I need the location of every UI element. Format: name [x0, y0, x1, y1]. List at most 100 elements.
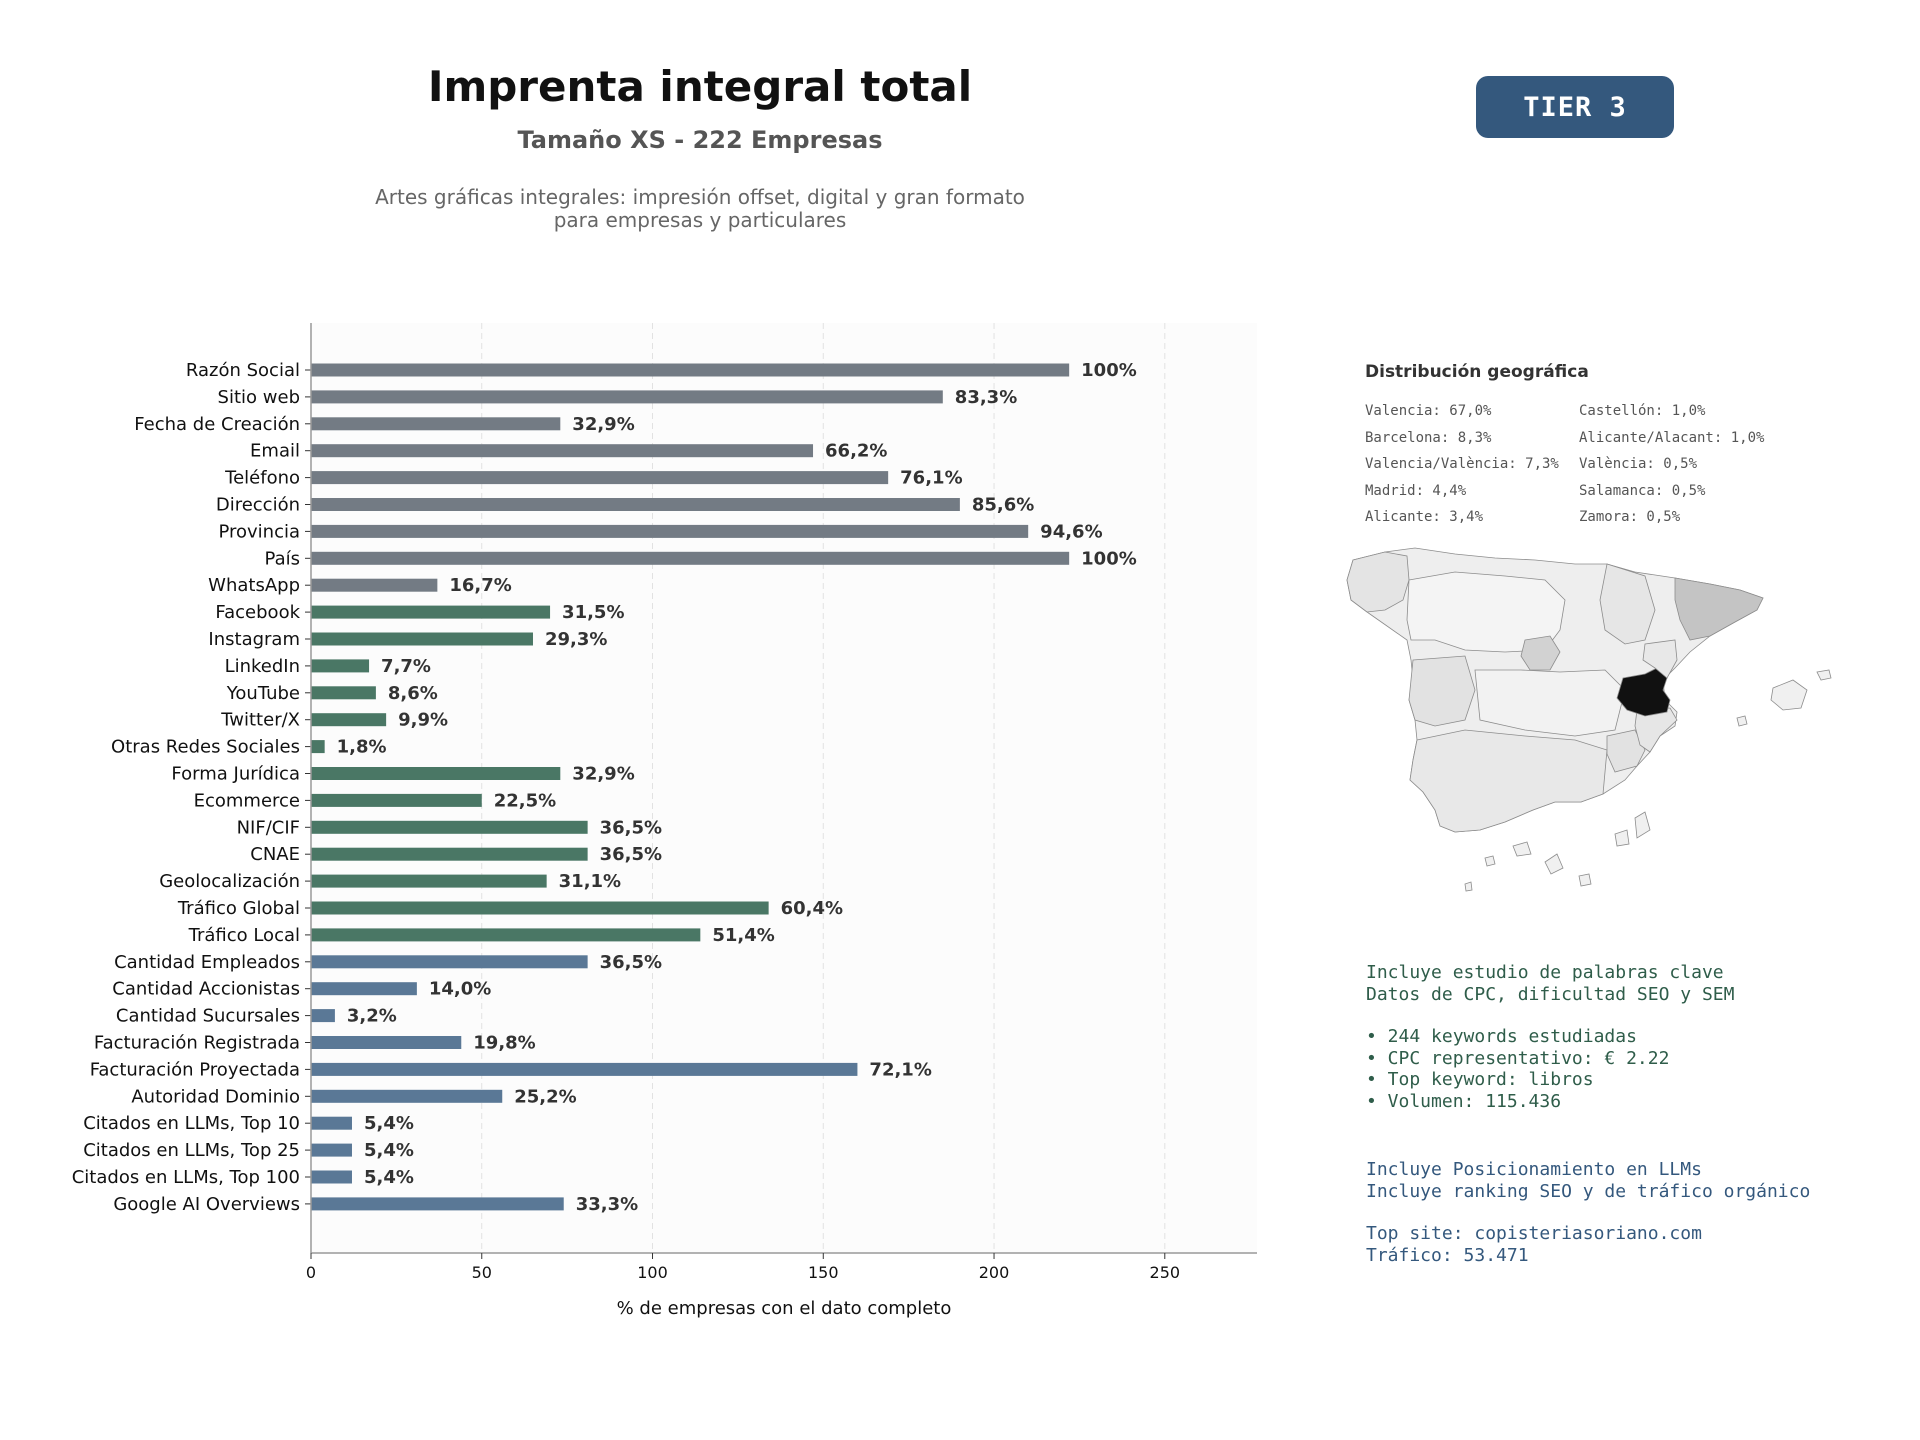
geo-distribution-title: Distribución geográfica — [1365, 362, 1589, 382]
tier-badge: TIER 3 — [1476, 76, 1674, 138]
bar — [311, 1143, 352, 1157]
category-label: Forma Jurídica — [171, 764, 300, 785]
data-label: 36,5% — [600, 817, 662, 838]
geo-item: Alicante: 3,4% — [1365, 509, 1484, 525]
map-island-menorca — [1816, 669, 1832, 681]
data-label: 5,4% — [364, 1167, 414, 1188]
category-label: Cantidad Sucursales — [116, 1006, 300, 1027]
geo-item: Valencia/València: 7,3% — [1365, 456, 1559, 472]
category-label: Citados en LLMs, Top 100 — [72, 1167, 300, 1188]
data-label: 83,3% — [955, 387, 1017, 408]
description-line-1: Artes gráficas integrales: impresión off… — [375, 185, 1025, 209]
category-label: Instagram — [208, 629, 300, 650]
bar — [311, 820, 588, 834]
bar — [311, 1036, 462, 1049]
bar — [311, 686, 376, 700]
data-label: 9,9% — [398, 710, 448, 731]
plot-background — [311, 323, 1257, 1253]
map-region-castellon — [1642, 639, 1678, 679]
bar — [311, 793, 482, 807]
data-label: 60,4% — [781, 898, 843, 919]
bar — [311, 605, 551, 619]
data-label: 3,2% — [347, 1006, 397, 1027]
category-label: Citados en LLMs, Top 10 — [83, 1113, 300, 1134]
map-region-aragon — [1599, 563, 1656, 645]
keywords-bullet: • Volumen: 115.436 — [1366, 1090, 1562, 1112]
category-label: LinkedIn — [225, 656, 300, 677]
bar — [311, 982, 417, 996]
category-label: Facebook — [215, 602, 300, 623]
x-tick-label: 50 — [472, 1263, 492, 1282]
geo-item: Salamanca: 0,5% — [1579, 482, 1706, 499]
geo-item: Madrid: 4,4% — [1365, 482, 1467, 499]
bar — [311, 1116, 352, 1130]
bar — [311, 1009, 335, 1023]
data-label: 33,3% — [576, 1194, 638, 1215]
category-label: CNAE — [250, 844, 300, 865]
data-label: 7,7% — [381, 656, 431, 677]
geo-distribution-list: Valencia: 67,0% Castellón: 1,0% Barcelon… — [1365, 398, 1815, 531]
page-title: Imprenta integral total — [427, 62, 973, 111]
data-label: 94,6% — [1040, 521, 1102, 542]
category-label: Fecha de Creación — [134, 414, 300, 435]
category-label: Autoridad Dominio — [131, 1086, 300, 1107]
data-label: 72,1% — [869, 1059, 931, 1080]
category-label: País — [265, 548, 300, 569]
x-tick-label: 0 — [306, 1263, 316, 1282]
bar — [311, 713, 387, 727]
map-region-madrid — [1520, 635, 1561, 671]
page-subtitle: Tamaño XS - 222 Empresas — [517, 126, 883, 154]
x-tick-label: 250 — [1150, 1263, 1181, 1282]
keywords-bullet: • 244 keywords estudiadas — [1366, 1026, 1637, 1047]
data-label: 36,5% — [600, 844, 662, 865]
data-label: 19,8% — [473, 1033, 535, 1054]
map-region-galicia — [1346, 551, 1410, 613]
category-label: Facturación Proyectada — [90, 1059, 300, 1080]
category-label: Cantidad Empleados — [114, 952, 300, 973]
category-label: Geolocalización — [159, 871, 300, 892]
category-label: WhatsApp — [208, 575, 300, 596]
x-axis-label: % de empresas con el dato completo — [617, 1298, 952, 1319]
map-regions — [1346, 547, 1832, 892]
data-label: 100% — [1081, 548, 1137, 569]
bar — [311, 874, 547, 888]
keywords-info: Incluye estudio de palabras clave Datos … — [1366, 962, 1734, 1112]
data-label: 51,4% — [712, 925, 774, 946]
bar — [311, 901, 769, 915]
top-site: Top site: copisteriasoriano.com — [1366, 1223, 1702, 1244]
category-label: Citados en LLMs, Top 25 — [83, 1140, 300, 1161]
category-label: Ecommerce — [194, 790, 300, 811]
data-label: 32,9% — [572, 764, 634, 785]
x-tick-label: 200 — [979, 1263, 1010, 1282]
bar — [311, 767, 561, 780]
data-label: 8,6% — [388, 683, 438, 704]
bar — [311, 417, 561, 431]
map-region-valencia — [1616, 667, 1671, 717]
keywords-bullet: • Top keyword: libros — [1366, 1069, 1594, 1090]
bar — [311, 1089, 503, 1103]
map-region-andalucia — [1409, 729, 1608, 833]
data-label: 1,8% — [337, 737, 387, 758]
bar — [311, 363, 1070, 377]
data-label: 22,5% — [494, 790, 556, 811]
data-label: 16,7% — [449, 575, 511, 596]
map-canarias-4 — [1512, 841, 1532, 857]
bar — [311, 1170, 352, 1184]
category-label: Dirección — [216, 495, 300, 516]
map-region-cataluna — [1674, 577, 1764, 641]
data-label: 36,5% — [600, 952, 662, 973]
llm-info: Incluye Posicionamiento en LLMs Incluye … — [1366, 1159, 1810, 1266]
map-canarias-1 — [1634, 811, 1651, 839]
category-label: Sitio web — [218, 387, 300, 408]
data-label: 5,4% — [364, 1113, 414, 1134]
bar — [311, 551, 1070, 565]
data-label: 14,0% — [429, 979, 491, 1000]
x-tick-label: 150 — [808, 1263, 839, 1282]
category-label: Tráfico Local — [188, 925, 300, 946]
data-label: 5,4% — [364, 1140, 414, 1161]
data-label: 31,5% — [562, 602, 624, 623]
geo-item: Valencia: 67,0% — [1365, 403, 1492, 419]
category-label: Tráfico Global — [177, 898, 300, 919]
category-label: Otras Redes Sociales — [111, 737, 300, 758]
geo-item: Castellón: 1,0% — [1579, 403, 1706, 419]
